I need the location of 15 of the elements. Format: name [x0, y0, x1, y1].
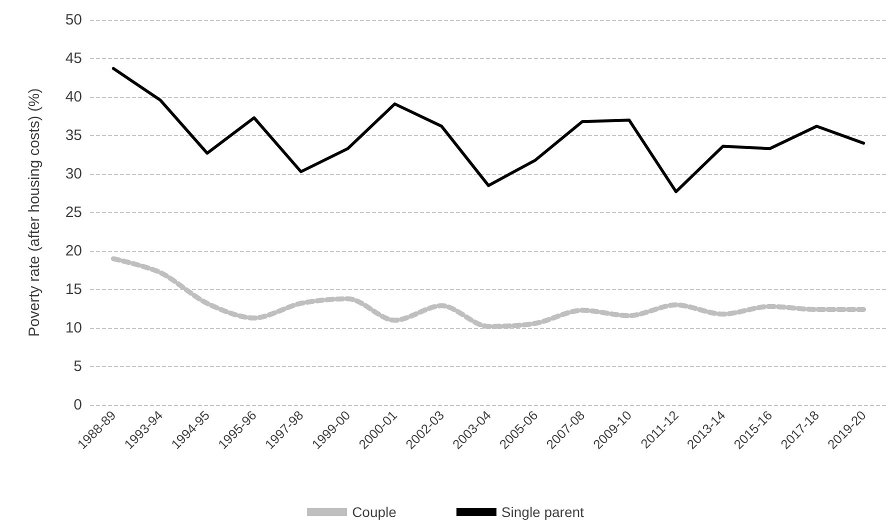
y-tick-label: 25 [65, 204, 82, 221]
y-tick-label: 10 [65, 320, 82, 336]
y-tick-label: 15 [65, 281, 82, 298]
y-tick-label: 30 [65, 166, 82, 182]
y-tick-label: 35 [65, 127, 82, 144]
y-tick-label: 40 [65, 88, 82, 106]
y-tick-label: 5 [74, 358, 82, 375]
y-tick-label: 20 [65, 242, 82, 260]
y-tick-label: 0 [74, 396, 82, 414]
legend-label: Single parent [501, 504, 584, 520]
y-tick-label: 50 [65, 12, 82, 28]
y-tick-label: 45 [65, 50, 82, 67]
legend-label: Couple [352, 504, 397, 520]
y-axis-title: Poverty rate (after housing costs) (%) [26, 88, 43, 337]
line-series [112, 67, 866, 194]
